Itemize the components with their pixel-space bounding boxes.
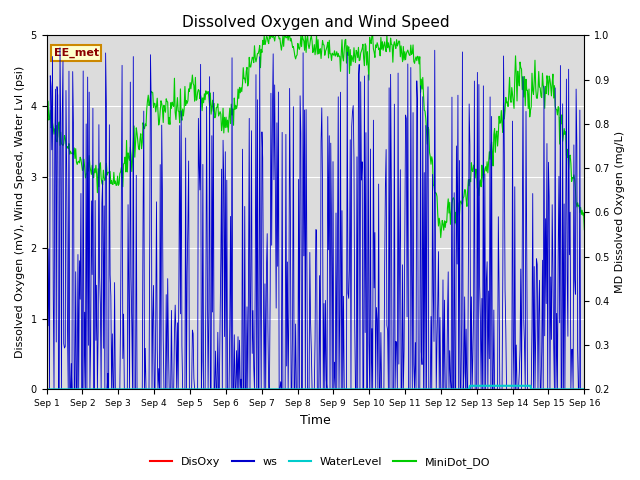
Title: Dissolved Oxygen and Wind Speed: Dissolved Oxygen and Wind Speed [182,15,449,30]
X-axis label: Time: Time [300,414,331,427]
Legend: DisOxy, ws, WaterLevel, MiniDot_DO: DisOxy, ws, WaterLevel, MiniDot_DO [145,452,495,472]
Y-axis label: Dissolved Oxygen (mV), Wind Speed, Water Lvl (psi): Dissolved Oxygen (mV), Wind Speed, Water… [15,66,25,359]
Y-axis label: MD Dissolved Oxygen (mg/L): MD Dissolved Oxygen (mg/L) [615,131,625,293]
Text: EE_met: EE_met [54,48,99,58]
